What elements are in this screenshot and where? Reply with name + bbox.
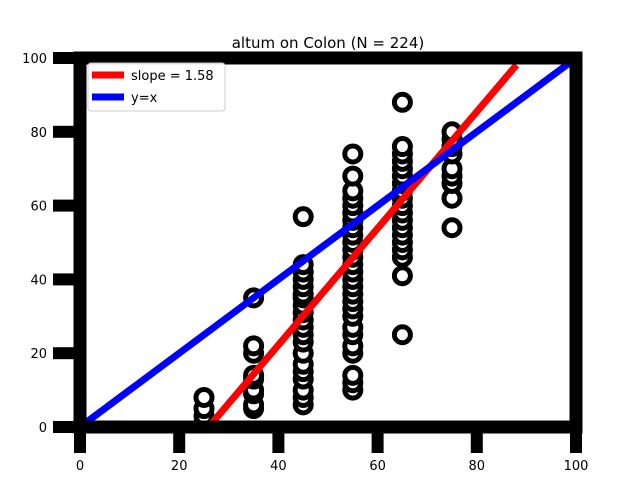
y-tick-mark xyxy=(53,273,80,286)
legend: slope = 1.58 y=x xyxy=(87,62,226,112)
y-tick-label: 100 xyxy=(22,52,47,67)
x-tick-label: 20 xyxy=(171,459,188,474)
spine-left xyxy=(73,51,87,434)
y-tick-label: 20 xyxy=(30,347,47,362)
plot-area xyxy=(73,51,583,434)
axis-ticks: 0 20 40 60 80 100 0 20 40 60 80 100 xyxy=(22,52,588,474)
series-line xyxy=(80,58,576,427)
scatter-point xyxy=(391,136,413,158)
scatter-point xyxy=(441,217,463,239)
x-tick-mark xyxy=(470,427,483,453)
x-tick-mark xyxy=(272,427,285,453)
y-tick-mark xyxy=(53,52,80,64)
x-tick-label: 100 xyxy=(564,459,589,474)
x-tick-label: 40 xyxy=(270,459,287,474)
spine-top xyxy=(73,51,583,65)
legend-label: slope = 1.58 xyxy=(131,69,214,84)
scatter-points xyxy=(193,91,463,427)
y-tick-label: 40 xyxy=(30,273,47,288)
scatter-point xyxy=(243,335,265,357)
x-tick-label: 80 xyxy=(469,459,486,474)
scatter-point xyxy=(342,143,364,165)
scatter-point xyxy=(391,91,413,113)
series-line xyxy=(205,62,520,427)
legend-label: y=x xyxy=(131,91,158,106)
y-tick-mark xyxy=(53,421,80,433)
y-tick-label: 80 xyxy=(30,126,47,141)
y-tick-mark xyxy=(53,125,80,138)
scatter-point xyxy=(342,364,364,386)
chart-title: altum on Colon (N = 224) xyxy=(232,34,425,52)
y-tick-mark xyxy=(53,199,80,212)
x-tick-mark xyxy=(173,427,186,453)
x-tick-label: 60 xyxy=(369,459,386,474)
y-tick-mark xyxy=(53,347,80,360)
scatter-point xyxy=(391,324,413,346)
scatter-point xyxy=(342,165,364,187)
spine-right xyxy=(569,51,583,434)
scatter-point xyxy=(391,265,413,287)
scatter-point xyxy=(193,386,215,408)
series-lines xyxy=(80,58,576,427)
x-tick-mark xyxy=(371,427,384,453)
y-tick-label: 0 xyxy=(39,421,47,436)
y-tick-label: 60 xyxy=(30,200,47,215)
x-tick-label: 0 xyxy=(76,459,84,474)
spine-bottom xyxy=(73,420,583,434)
x-tick-mark xyxy=(74,427,86,453)
x-tick-mark xyxy=(570,427,582,453)
scatter-point xyxy=(292,206,314,228)
